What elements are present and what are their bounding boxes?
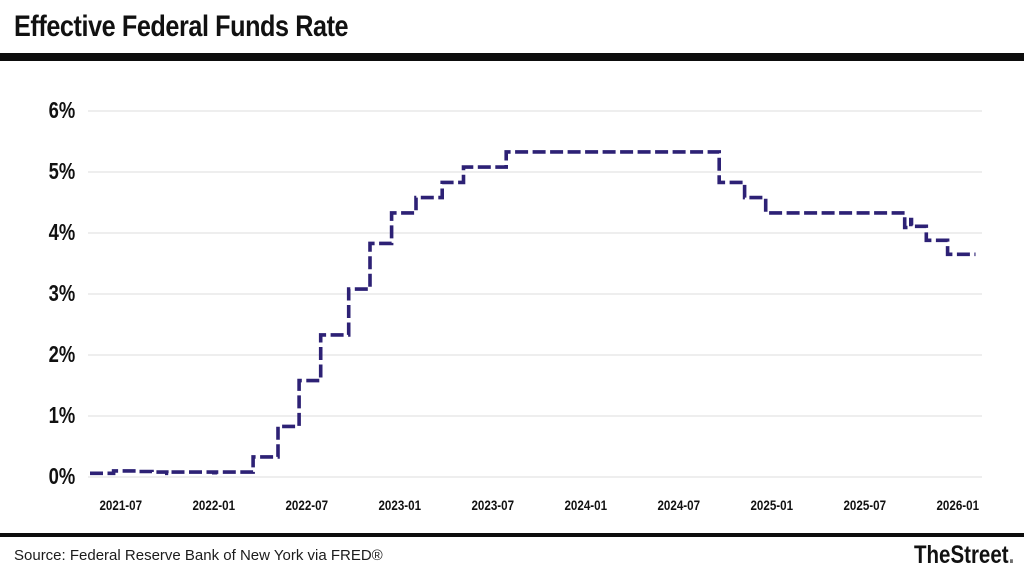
y-axis-label: 2% [48,341,75,367]
x-axis-label: 2021-07 [99,498,143,513]
x-axis-label: 2024-01 [564,498,608,513]
y-axis-label: 6% [48,97,75,123]
y-axis-label: 5% [48,158,75,184]
y-axis-label: 3% [48,280,75,306]
effr-line [90,150,976,476]
brand-text: TheStreet [913,541,1009,569]
page-title-text: Effective Federal Funds Rate [14,10,349,43]
gridlines [88,110,982,478]
brand-dot: . [1008,541,1014,569]
y-axis-label: 1% [48,402,75,428]
x-axis-label: 2022-01 [192,498,236,513]
x-axis-label: 2024-07 [657,498,701,513]
x-axis-label: 2026-01 [936,498,980,513]
x-axis-label: 2025-01 [750,498,794,513]
y-axis-label: 0% [48,463,75,489]
x-axis-label: 2025-07 [843,498,887,513]
page-title: Effective Federal Funds Rate [14,10,412,44]
footer-divider-bar [0,533,1024,537]
x-axis-label: 2022-07 [285,498,329,513]
header-divider-bar [0,53,1024,61]
thestreet-logo: TheStreet. [892,541,1014,570]
source-attribution: Source: Federal Reserve Bank of New York… [14,547,383,564]
x-axis-label: 2023-07 [471,498,515,513]
effr-step-chart [88,110,982,478]
x-axis-label: 2023-01 [378,498,422,513]
y-axis-label: 4% [48,219,75,245]
